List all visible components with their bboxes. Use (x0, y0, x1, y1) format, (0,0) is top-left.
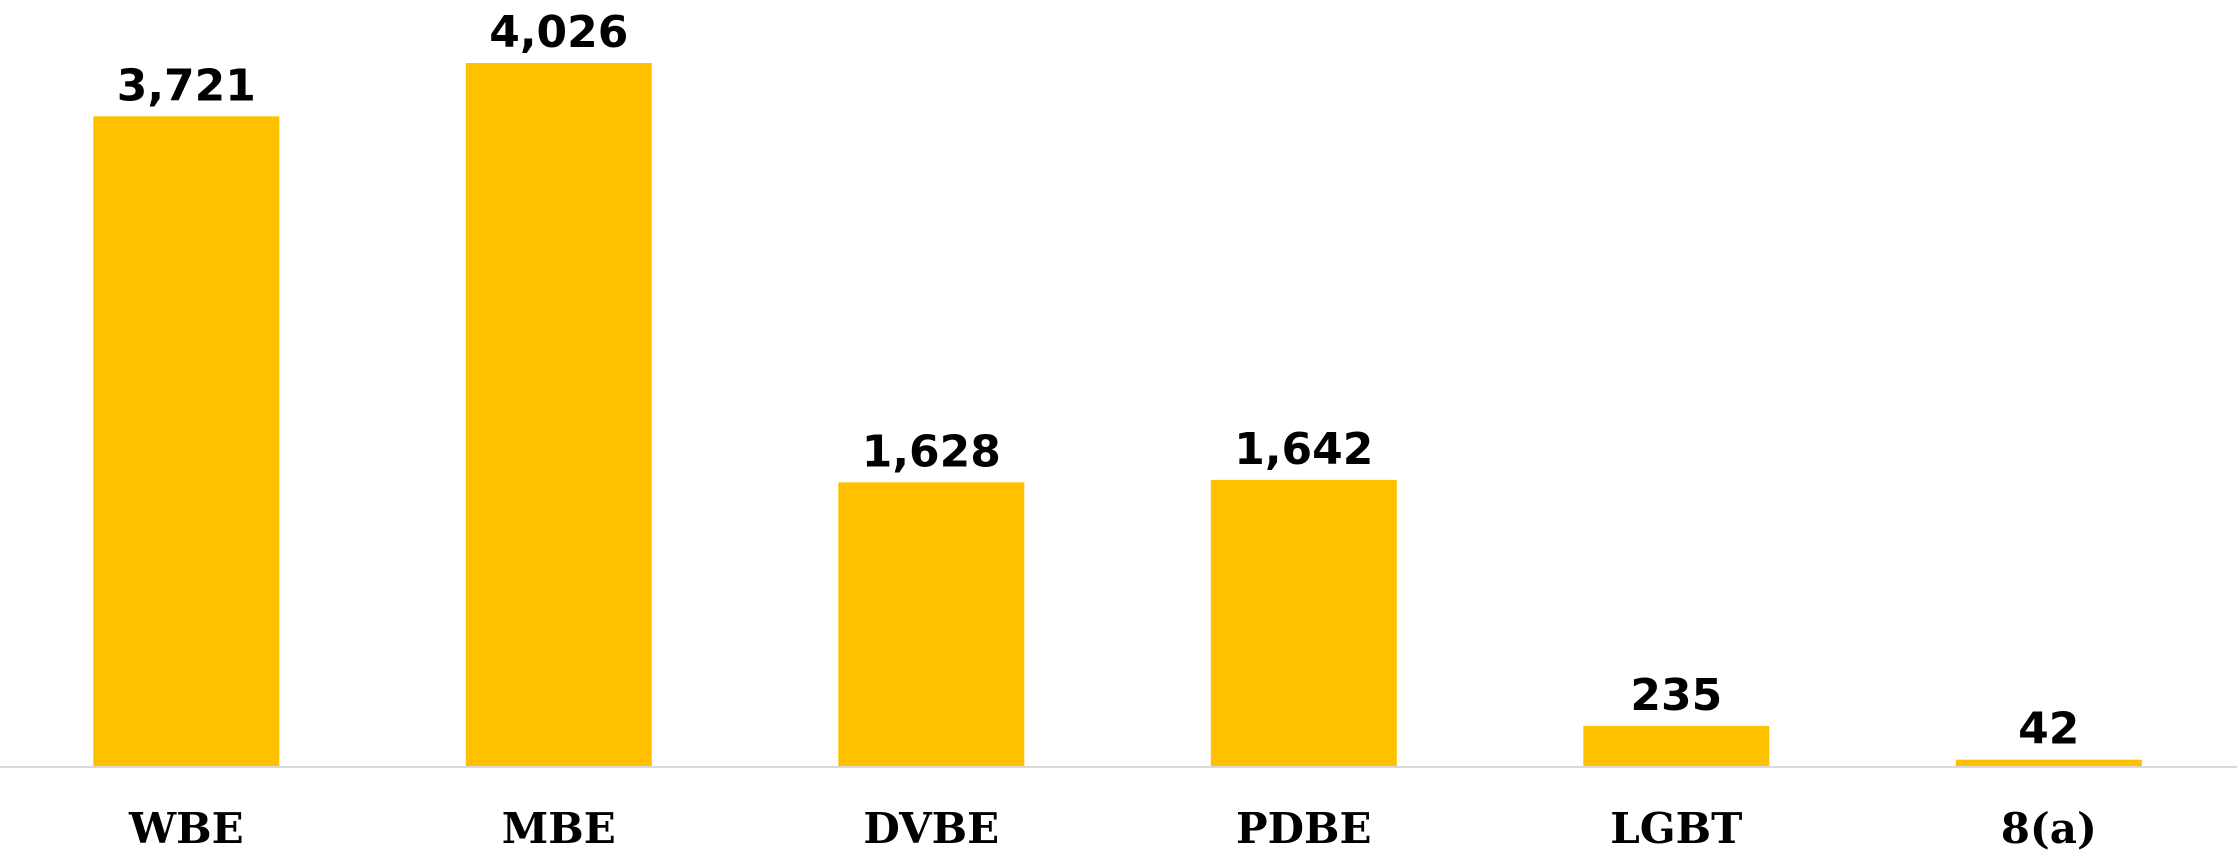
x-tick-label: 8(a) (2001, 804, 2097, 853)
data-label: 42 (2018, 704, 2079, 755)
bar-lgbt (1583, 725, 1770, 767)
data-label: 235 (1630, 670, 1722, 721)
bar-wbe (93, 116, 280, 768)
x-tick-label: PDBE (1236, 804, 1372, 853)
x-tick-label: WBE (128, 804, 244, 853)
data-label: 3,721 (117, 60, 256, 111)
x-tick-labels-group: WBE MBE DVBE PDBE LGBT 8(a) (128, 804, 2097, 853)
bar-mbe (465, 63, 652, 767)
x-tick-label: MBE (502, 804, 616, 853)
data-label: 4,026 (489, 7, 628, 58)
data-labels-group: 3,721 4,026 1,628 1,642 235 42 (117, 7, 2080, 755)
bar-8a (1955, 759, 2142, 767)
data-label: 1,628 (862, 426, 1001, 477)
bars-group (93, 63, 2142, 768)
data-label: 1,642 (1234, 424, 1373, 475)
x-tick-label: LGBT (1610, 804, 1742, 853)
bar-dvbe (838, 482, 1025, 767)
bar-pdbe (1210, 479, 1397, 767)
x-tick-label: DVBE (863, 804, 999, 853)
